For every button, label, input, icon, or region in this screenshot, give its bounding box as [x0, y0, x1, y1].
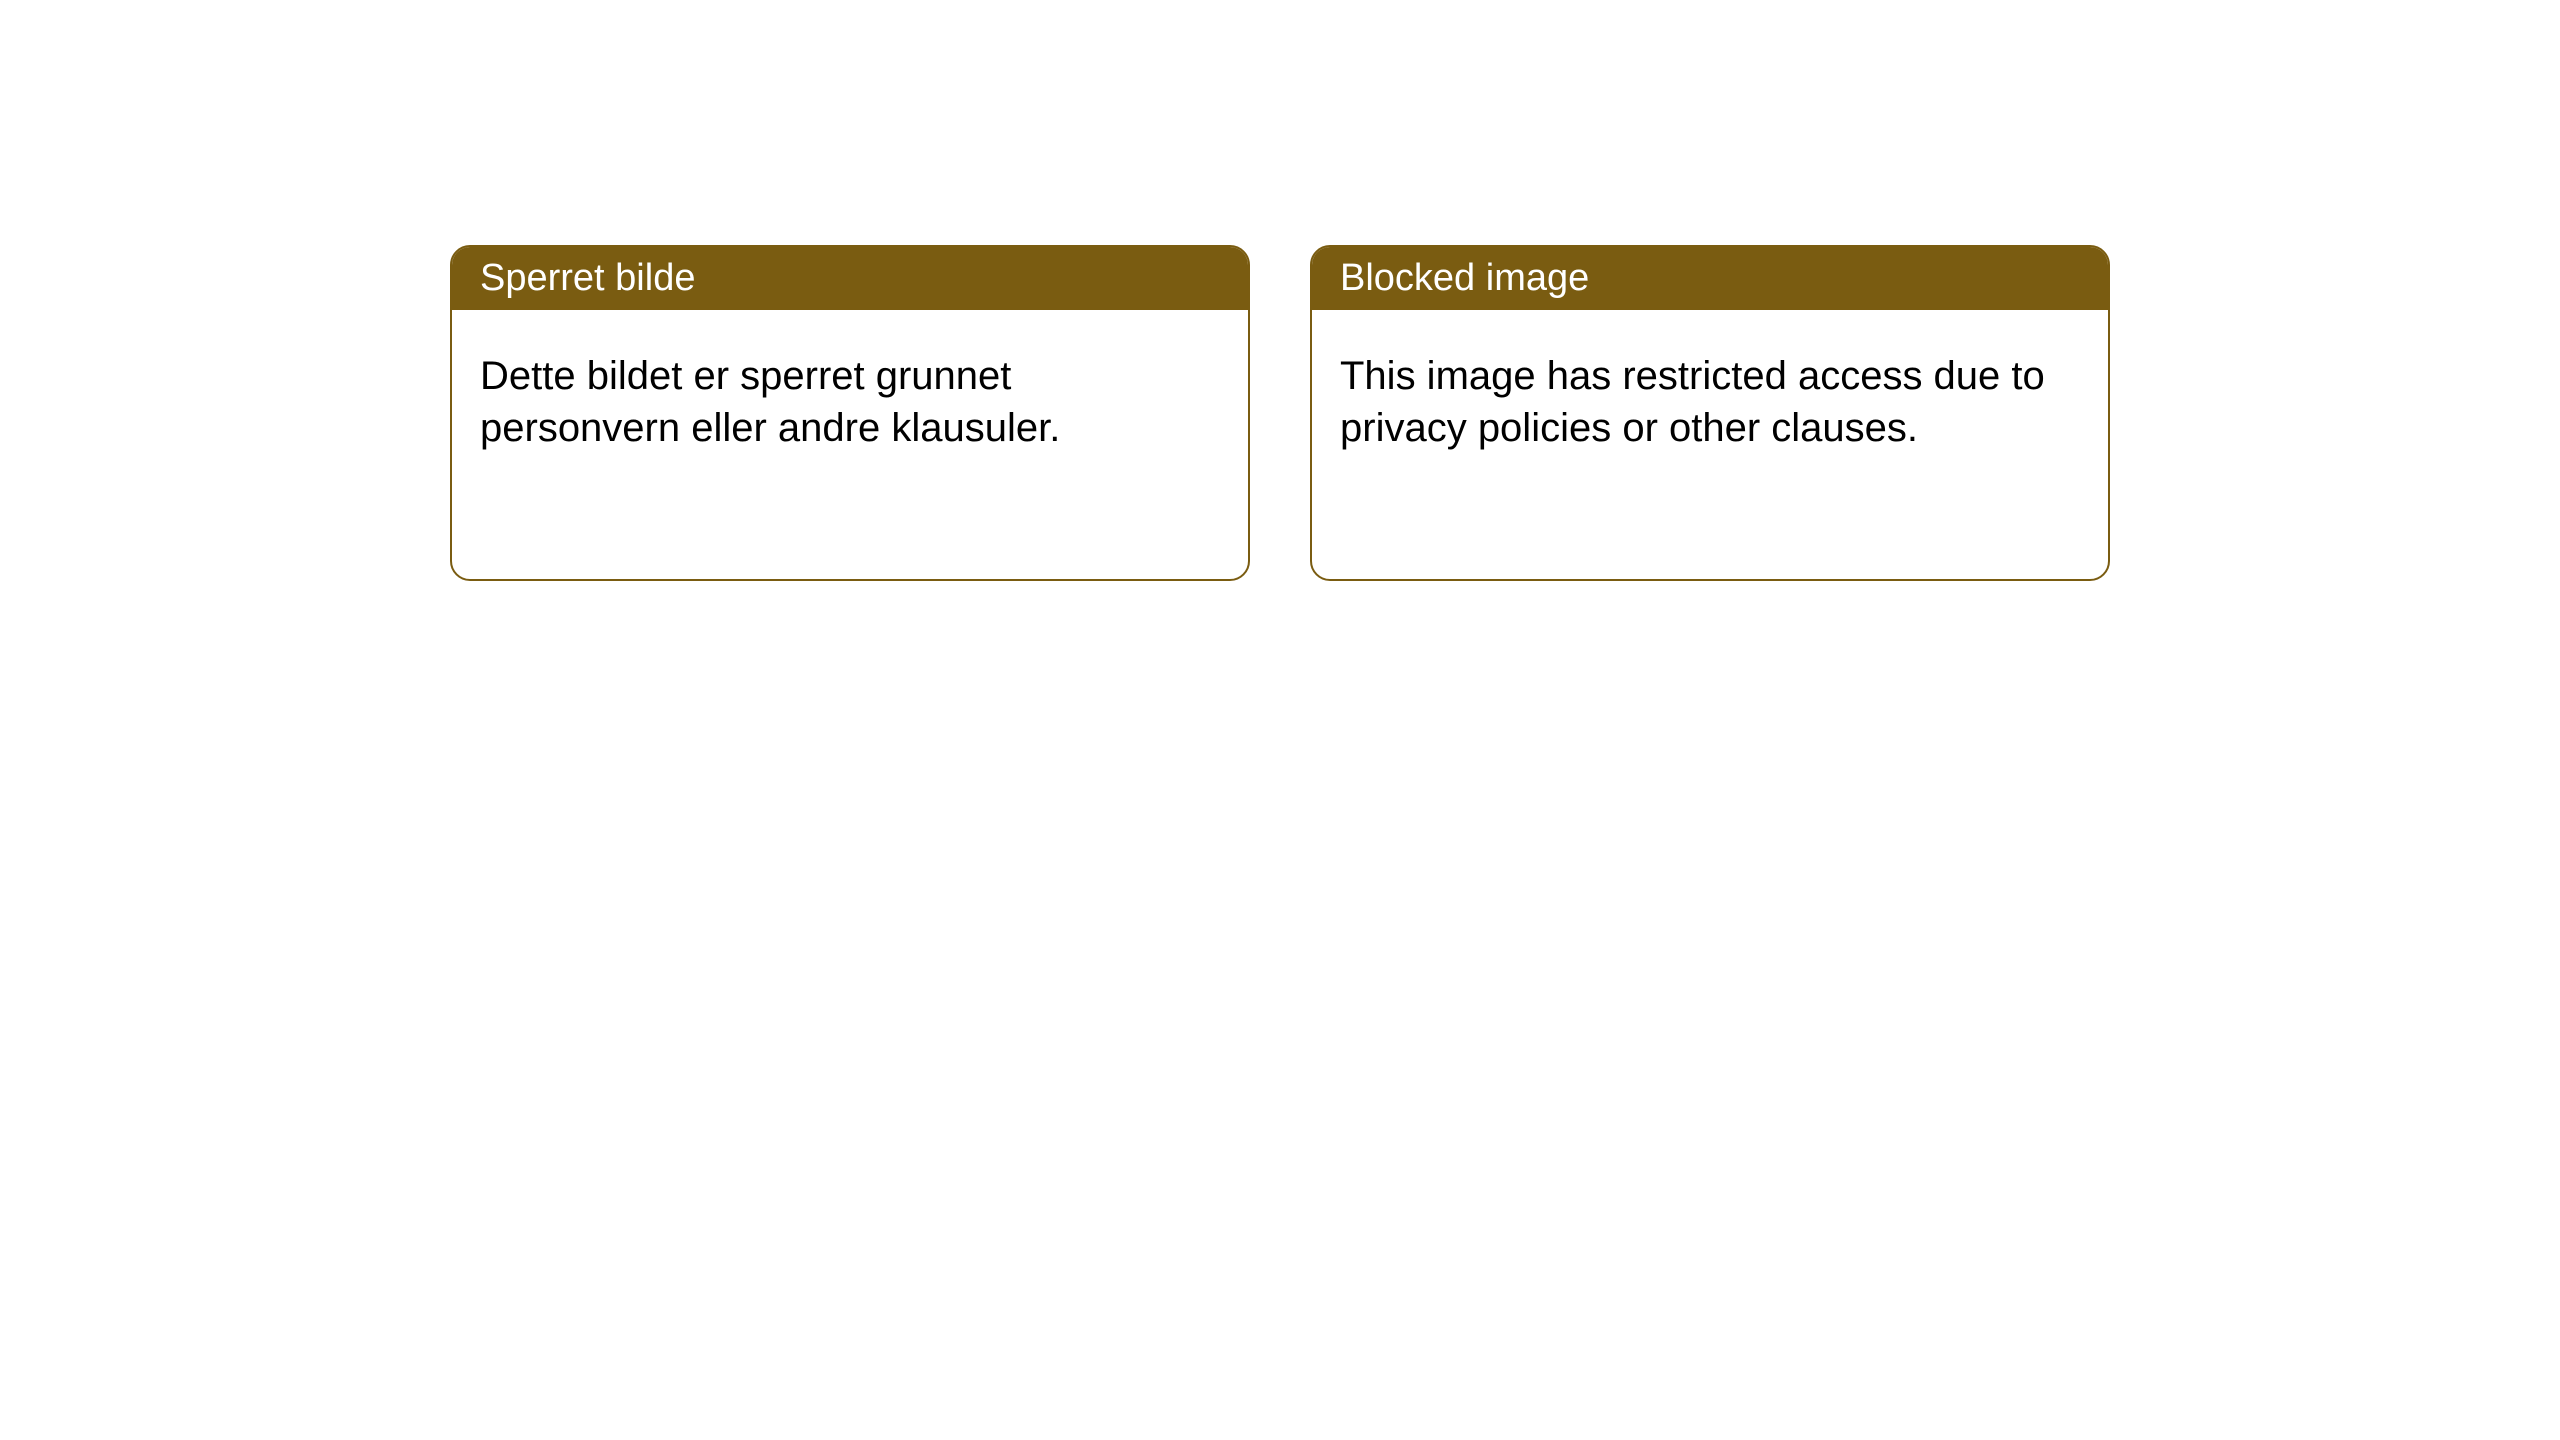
notice-card-norwegian: Sperret bilde Dette bildet er sperret gr… — [450, 245, 1250, 581]
notice-card-english: Blocked image This image has restricted … — [1310, 245, 2110, 581]
card-body-text: Dette bildet er sperret grunnet personve… — [480, 354, 1060, 450]
card-title: Blocked image — [1340, 257, 1589, 299]
card-title: Sperret bilde — [480, 257, 695, 299]
card-body: Dette bildet er sperret grunnet personve… — [452, 310, 1248, 494]
card-body: This image has restricted access due to … — [1312, 310, 2108, 494]
card-header: Blocked image — [1312, 247, 2108, 310]
card-body-text: This image has restricted access due to … — [1340, 354, 2045, 450]
card-header: Sperret bilde — [452, 247, 1248, 310]
notice-container: Sperret bilde Dette bildet er sperret gr… — [0, 0, 2560, 581]
